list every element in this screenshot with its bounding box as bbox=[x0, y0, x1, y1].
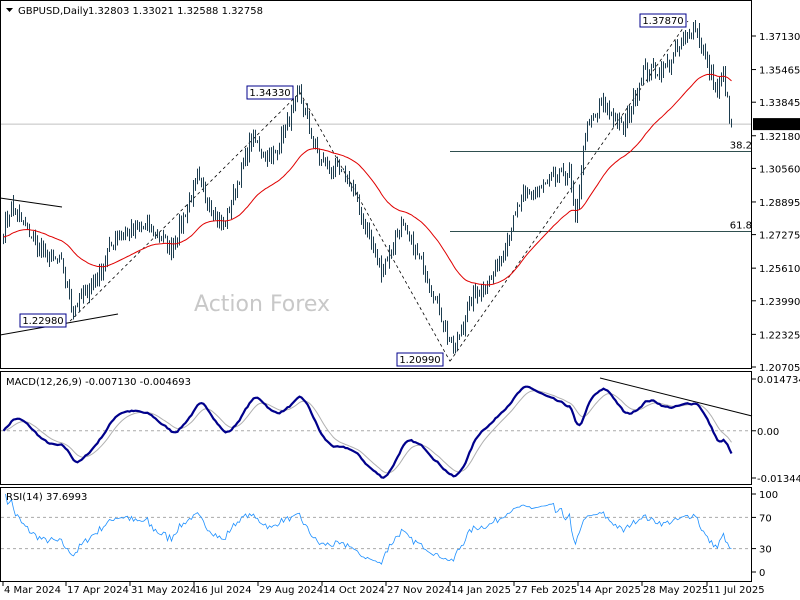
price-axis-label: 1.27275 bbox=[759, 231, 800, 242]
macd-title: MACD(12,26,9) -0.007130 -0.004693 bbox=[6, 377, 191, 388]
price-axis-label: 1.35465 bbox=[759, 66, 800, 77]
date-axis-label: 28 May 2025 bbox=[643, 585, 708, 596]
macd-main-line bbox=[2, 385, 733, 479]
rsi-title: RSI(14) 37.6993 bbox=[6, 492, 87, 503]
macd-axis-label: -0.013442 bbox=[757, 474, 800, 485]
price-annotation-label: 1.22980 bbox=[22, 316, 63, 327]
date-axis-label: 16 Jul 2024 bbox=[195, 585, 252, 596]
date-axis-label: 17 Apr 2024 bbox=[67, 585, 129, 596]
channel-upper-line bbox=[0, 197, 63, 208]
date-axis-label: 31 May 2024 bbox=[131, 585, 196, 596]
moving-average-line bbox=[3, 73, 732, 286]
price-axis-label: 1.33845 bbox=[759, 98, 800, 109]
price-axis-label: 1.37130 bbox=[759, 32, 800, 43]
rsi-axis-label: 70 bbox=[759, 513, 772, 524]
rsi-axis-label: 0 bbox=[759, 568, 765, 579]
symbol-label: GBPUSD,Daily bbox=[18, 6, 89, 17]
price-annotation-box bbox=[246, 85, 294, 100]
date-axis-label: 27 Nov 2024 bbox=[387, 585, 451, 596]
macd-panel[interactable] bbox=[0, 371, 752, 485]
price-axis-label: 1.30560 bbox=[759, 164, 800, 175]
price-annotation-box bbox=[19, 313, 67, 328]
rsi-axis-label: 100 bbox=[759, 490, 778, 501]
current-price-badge bbox=[753, 118, 800, 131]
price-axis-label: 1.20705 bbox=[759, 363, 800, 374]
price-annotation-box bbox=[396, 352, 444, 367]
price-annotation-box bbox=[639, 13, 687, 28]
ohlc-label: 1.32803 1.33021 1.32588 1.32758 bbox=[88, 6, 263, 17]
date-axis-label: 14 Apr 2025 bbox=[579, 585, 641, 596]
price-annotation-label: 1.20990 bbox=[399, 355, 440, 366]
date-axis-label: 14 Oct 2024 bbox=[323, 585, 385, 596]
rsi-axis-label: 30 bbox=[759, 545, 772, 556]
price-axis-label: 1.22325 bbox=[759, 330, 800, 341]
date-axis-label: 29 Aug 2024 bbox=[259, 585, 323, 596]
date-axis-label: 14 Jan 2025 bbox=[451, 585, 511, 596]
fib-level-label: 38.2 bbox=[730, 141, 752, 152]
triangle-down-icon[interactable] bbox=[6, 8, 13, 12]
price-axis-label: 1.25610 bbox=[759, 264, 800, 275]
macd-axis-label: 0.014734 bbox=[757, 375, 800, 386]
rsi-line bbox=[5, 493, 732, 565]
price-axis-label: 1.28895 bbox=[759, 198, 800, 209]
rsi-panel[interactable] bbox=[0, 487, 752, 582]
price-annotation-label: 1.34330 bbox=[249, 88, 290, 99]
price-panel[interactable] bbox=[0, 0, 752, 369]
current-price-label: 1.32758 bbox=[759, 120, 800, 131]
fib-level-label: 61.8 bbox=[730, 221, 752, 232]
watermark: Action Forex bbox=[194, 292, 330, 317]
swing-trendline bbox=[69, 92, 301, 322]
macd-axis-label: 0.00 bbox=[757, 427, 779, 438]
date-axis-label: 27 Feb 2025 bbox=[515, 585, 577, 596]
date-axis-label: 4 Mar 2024 bbox=[4, 585, 61, 596]
macd-trendline bbox=[599, 377, 753, 417]
price-annotation-label: 1.37870 bbox=[642, 16, 683, 27]
date-axis-label: 11 Jul 2025 bbox=[708, 585, 765, 596]
price-axis-label: 1.23990 bbox=[759, 297, 800, 308]
price-axis-label: 1.32180 bbox=[759, 132, 800, 143]
